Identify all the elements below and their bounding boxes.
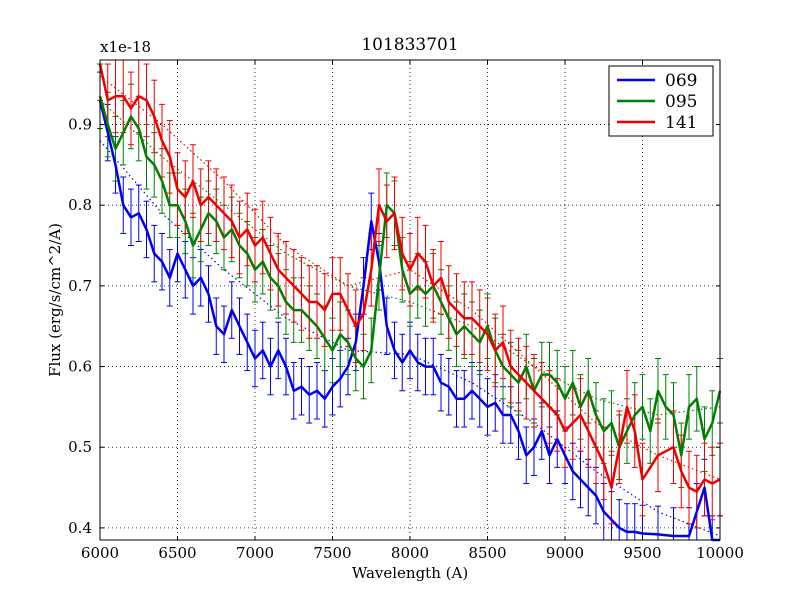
legend-label: 069 [665, 71, 697, 91]
y-tick-label: 0.5 [68, 438, 92, 456]
chart-title: 101833701 [361, 35, 458, 55]
y-axis-label: Flux (erg/s/cm^2/A) [46, 223, 64, 377]
y-tick-label: 0.4 [68, 519, 92, 537]
y-tick-label: 0.6 [68, 358, 92, 376]
series-lines [98, 63, 722, 542]
y-tick-label: 0.9 [68, 116, 92, 134]
x-tick-label: 9500 [623, 544, 661, 562]
series-line-141 [98, 63, 721, 493]
y-tick-label: 0.8 [68, 196, 92, 214]
x-tick-label: 10000 [696, 544, 744, 562]
error-bar-069 [670, 507, 677, 540]
x-tick-label: 8000 [391, 544, 429, 562]
error-bar-069 [631, 503, 638, 540]
axis-ticks: 6000 6500 7000 7500 8000 8500 9000 9500 10000 0.4… [68, 60, 744, 562]
smooth-line-069-smooth [99, 140, 721, 537]
smooth-fit-lines [99, 75, 721, 537]
legend-entry-069: 069 [617, 71, 697, 91]
y-tick-label: 0.7 [68, 277, 92, 295]
x-tick-label: 9000 [546, 544, 584, 562]
x-tick-label: 7500 [313, 544, 351, 562]
x-tick-label: 6000 [81, 544, 119, 562]
series-line-069 [98, 100, 720, 542]
x-tick-label: 8500 [468, 544, 506, 562]
x-tick-label: 7000 [236, 544, 274, 562]
legend-entry-095: 095 [617, 92, 697, 112]
x-tick-label: 6500 [158, 544, 196, 562]
x-axis-label: Wavelength (A) [352, 564, 468, 582]
legend-entry-141: 141 [617, 113, 697, 133]
smooth-line-095-smooth [99, 99, 721, 416]
error-bar-069 [624, 503, 630, 540]
legend-label: 095 [665, 92, 697, 112]
y-offset-label: x1e-18 [100, 38, 151, 56]
legend-label: 141 [665, 113, 697, 133]
series-line-095 [98, 95, 722, 457]
error-bar-069 [616, 499, 623, 540]
